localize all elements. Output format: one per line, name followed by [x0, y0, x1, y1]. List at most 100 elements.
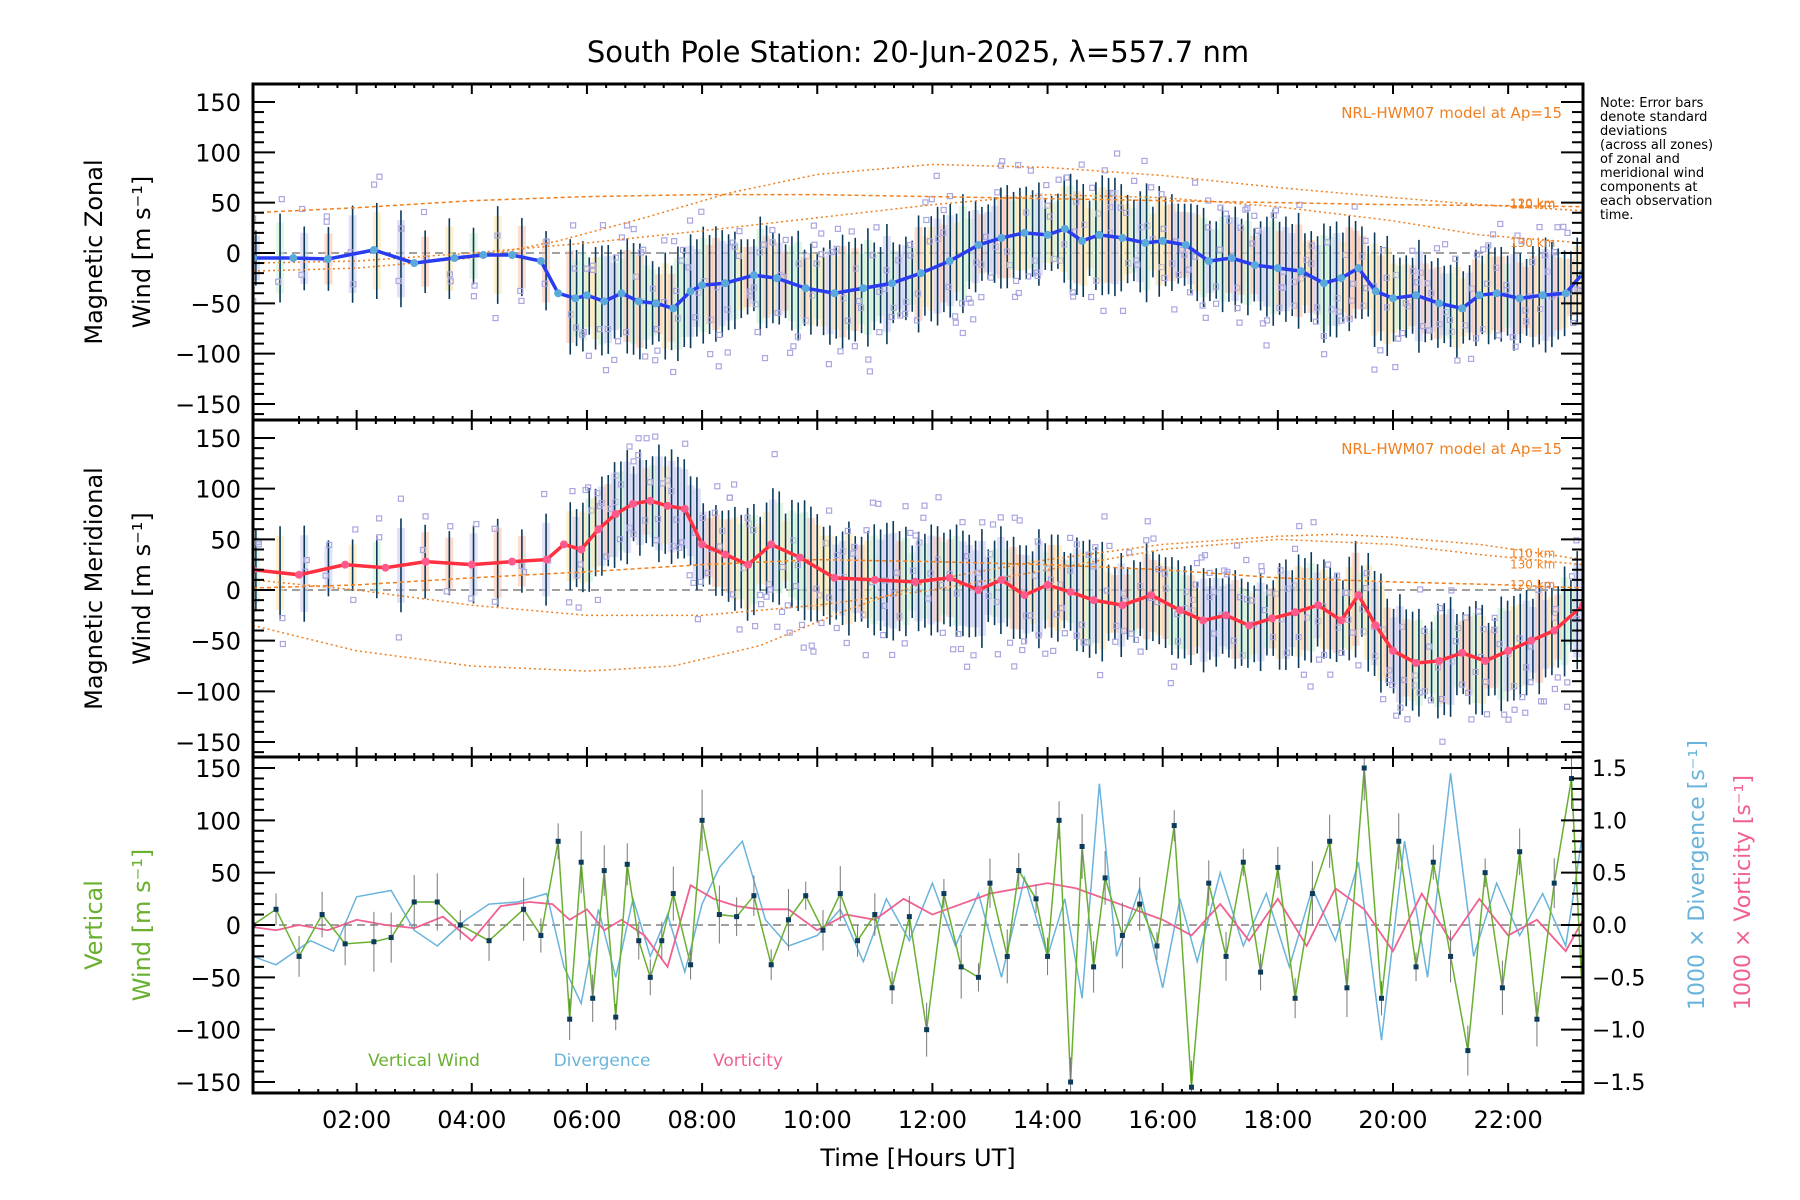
zone-scatter-point	[1016, 517, 1023, 524]
zone-scatter-point	[855, 298, 863, 305]
vertical-wind-point	[1016, 868, 1022, 874]
panel-meridional: 110 km 120 km 130 km NRL-HWM07 model at Ap=…	[80, 418, 1585, 759]
zone-scatter-point	[939, 629, 946, 636]
zone-scatter-point	[1191, 179, 1199, 186]
zone-scatter-point	[603, 553, 610, 560]
zone-scatter-point	[376, 515, 383, 522]
zone-scatter-point	[964, 553, 971, 560]
zone-scatter-point	[782, 236, 789, 244]
model-label-110km: 110 km	[1510, 198, 1555, 212]
mean-wind-point	[450, 254, 459, 263]
vertical-wind-point	[624, 861, 630, 867]
vertical-wind-point	[1102, 875, 1108, 881]
zone-scatter-point	[1186, 289, 1194, 296]
zone-scatter-point	[895, 257, 902, 264]
zone-scatter-point	[323, 213, 330, 220]
zone-scatter-point	[580, 329, 587, 336]
vertical-wind-point	[1119, 932, 1125, 938]
zone-scatter-point	[967, 299, 974, 306]
figure-title: South Pole Station: 20-Jun-2025, λ=557.7…	[587, 35, 1249, 69]
zone-scatter-point	[1198, 554, 1205, 561]
vertical-wind-point	[319, 912, 325, 918]
zone-scatter-point	[1544, 581, 1551, 589]
zone-scatter-point	[1193, 560, 1201, 567]
mean-wind-point	[594, 525, 603, 534]
zone-scatter-point	[952, 319, 959, 326]
y2-label-divergence: 1000 × Divergence [s⁻¹]	[1685, 740, 1710, 1010]
zone-scatter-point	[686, 572, 693, 579]
zone-scatter-point	[1401, 676, 1408, 684]
zone-scatter-point	[1349, 629, 1356, 636]
mean-wind-point	[381, 563, 390, 572]
vertical-wind-point	[734, 914, 740, 920]
zone-scatter-point	[811, 241, 818, 248]
zone-scatter-point	[970, 316, 977, 323]
zone-scatter-point	[1011, 663, 1018, 670]
zone-scatter-point	[1522, 709, 1529, 716]
zone-scatter-point	[673, 516, 680, 523]
zone-scatter-point	[726, 494, 733, 501]
zone-scatter-point	[614, 338, 622, 345]
x-tick-label: 20:00	[1358, 1106, 1427, 1134]
zone-scatter-point	[1333, 572, 1341, 579]
zone-scatter-point	[494, 232, 501, 239]
zone-scatter-point	[1446, 316, 1453, 324]
zone-scatter-point	[1383, 274, 1390, 281]
zone-scatter-point	[1263, 342, 1270, 349]
zone-scatter-point	[1006, 639, 1014, 646]
zone-scatter-point	[1213, 300, 1220, 307]
zone-scatter-point	[1338, 649, 1345, 656]
zone-scatter-point	[1020, 638, 1028, 645]
zone-scatter-point	[671, 238, 678, 245]
mean-wind-point	[369, 245, 378, 254]
zone-scatter-point	[1015, 289, 1022, 297]
zone-scatter-point	[1300, 671, 1307, 678]
zone-scatter-point	[866, 368, 873, 375]
zone-scatter-point	[925, 595, 932, 602]
zone-scatter-point	[1205, 224, 1212, 231]
zone-scatter-point	[275, 278, 282, 285]
zone-scatter-point	[926, 238, 933, 245]
mean-wind-point	[1175, 606, 1184, 615]
vertical-wind-point	[636, 938, 642, 944]
zone-scatter-point	[1150, 535, 1157, 542]
mean-wind-point	[577, 545, 586, 554]
zone-scatter-point	[1178, 246, 1185, 254]
vertical-wind-point	[1378, 995, 1384, 1001]
zone-scatter-point	[1067, 567, 1074, 574]
y-tick-label: 100	[195, 476, 241, 504]
y-tick-label: 150	[195, 755, 241, 783]
zone-scatter-point	[1540, 698, 1548, 705]
zone-scatter-point	[704, 569, 711, 576]
zone-scatter-point	[935, 494, 942, 501]
x-tick-label: 22:00	[1474, 1106, 1543, 1134]
note-line-7: each observation	[1600, 194, 1712, 209]
vertical-wind-point	[958, 964, 964, 970]
zone-scatter-point	[1063, 174, 1070, 181]
zone-scatter-point	[922, 199, 929, 206]
zone-scatter-point	[1523, 318, 1530, 325]
zone-scatter-point	[1046, 213, 1054, 220]
zone-scatter-point	[1425, 327, 1433, 334]
zone-scatter-point	[541, 280, 548, 287]
vertical-wind-point	[1396, 838, 1402, 844]
vertical-wind-point	[1551, 880, 1557, 886]
zone-scatter-point	[446, 271, 454, 278]
zone-scatter-point	[769, 239, 776, 246]
y-tick-label: 0	[226, 912, 241, 940]
zone-scatter-point	[1473, 251, 1481, 258]
mean-wind-point	[830, 573, 839, 582]
zone-scatter-point	[729, 591, 737, 598]
mean-wind-point	[508, 251, 517, 260]
zone-scatter-point	[1073, 541, 1080, 548]
mean-wind-point	[916, 269, 925, 278]
mean-wind-point	[997, 575, 1006, 584]
zone-scatter-point	[1564, 679, 1571, 686]
mean-wind-point	[698, 281, 707, 290]
zone-scatter-point	[927, 570, 934, 577]
zone-scatter-point	[761, 355, 769, 362]
zone-scatter-point	[813, 260, 820, 267]
zone-scatter-point	[570, 222, 577, 229]
zone-scatter-point	[1512, 343, 1519, 350]
zone-scatter-point	[1489, 231, 1497, 238]
